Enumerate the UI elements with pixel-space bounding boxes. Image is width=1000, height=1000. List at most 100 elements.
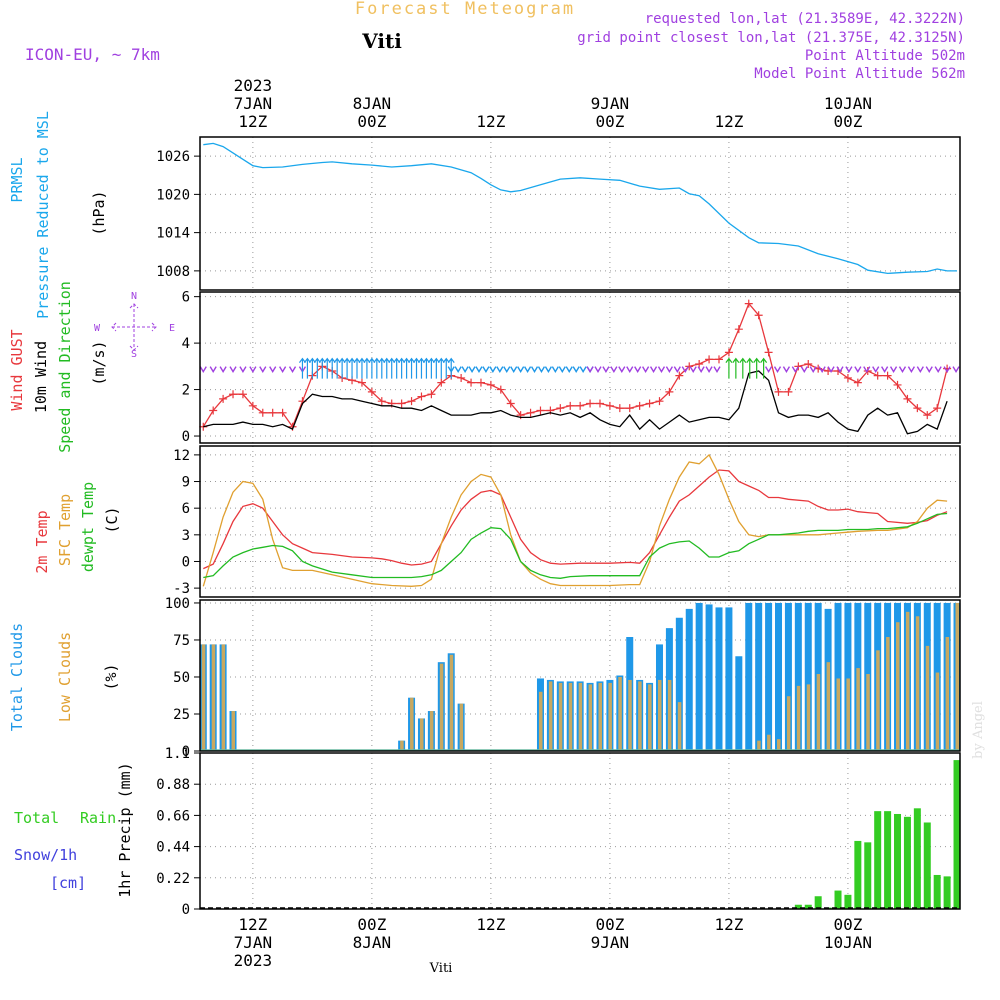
total-cloud-bar: [735, 656, 743, 751]
dewpt-label: dewpt Temp: [79, 482, 97, 572]
wind-direction-arrow: [753, 357, 761, 379]
top-time-label: 7JAN: [234, 94, 273, 113]
series-10m-wind: [203, 370, 948, 435]
gust-point: [665, 387, 674, 396]
wind-direction-arrow: [551, 366, 559, 374]
wind-direction-arrow: [760, 357, 768, 379]
wind-direction-arrow: [383, 357, 391, 379]
wind-direction-arrow: [422, 357, 430, 379]
wind-direction-arrow: [773, 366, 782, 374]
wind-direction-arrow: [791, 366, 799, 374]
gust-point: [903, 394, 912, 403]
gust-point: [229, 390, 238, 399]
gust-point: [536, 406, 545, 415]
rain-bar: [794, 904, 802, 909]
low-cloud-bar: [826, 662, 831, 751]
rain-bar: [894, 813, 902, 909]
wind-direction-arrow: [586, 366, 594, 374]
gust-point: [278, 408, 287, 417]
rain-bar: [953, 760, 961, 909]
gust-point: [586, 399, 595, 408]
wind-direction-arrow: [809, 366, 817, 374]
series-prmsl: [203, 142, 957, 275]
wind-direction-arrow: [836, 366, 844, 374]
rain-label: Rain: [80, 809, 116, 827]
snow-unit-label: [cm]: [50, 874, 86, 892]
wind-direction-arrow: [530, 366, 539, 374]
wind-direction-arrow: [544, 366, 553, 374]
gust-point: [645, 399, 654, 408]
gust-point: [506, 399, 515, 408]
wind-direction-arrow: [269, 366, 277, 374]
total-cloud-bar: [755, 602, 763, 751]
low-cloud-bar: [459, 703, 464, 751]
low-cloud-bar: [211, 644, 216, 751]
wind-direction-arrow: [259, 366, 267, 374]
wind-direction-arrow: [665, 366, 674, 374]
gust-point: [893, 380, 902, 389]
gust-point: [923, 411, 932, 420]
wind-direction-arrow: [510, 366, 518, 374]
point-altitude: Point Altitude 502m: [805, 48, 965, 64]
wind-direction-arrow: [219, 366, 227, 374]
low-cloud-bar: [598, 682, 602, 751]
bottom-time-label: 2023: [234, 951, 273, 970]
gust-point: [714, 355, 723, 364]
compass-w: W: [94, 323, 101, 334]
low-cloud-bar: [915, 616, 920, 751]
bottom-time-label: 9JAN: [591, 933, 630, 952]
wind-direction-arrow: [468, 366, 476, 374]
wind-direction-arrow: [705, 366, 713, 374]
precip-label: 1hr Precip (mm): [116, 762, 134, 897]
bottom-time-label: 00Z: [833, 915, 862, 934]
rain-bar: [923, 822, 931, 909]
ytick-label: 1008: [156, 264, 190, 280]
wind-direction-arrow: [713, 366, 721, 374]
total-cloud-bar: [794, 602, 802, 751]
low-cloud-bar: [419, 718, 424, 751]
low-cloud-bar: [568, 682, 573, 751]
top-time-label: 00Z: [833, 112, 862, 131]
wind-direction-arrow: [565, 366, 573, 374]
ytick-label: 2: [182, 383, 190, 399]
wind-direction-arrow: [782, 366, 791, 374]
low-cloud-bar: [648, 684, 652, 751]
low-cloud-bar: [816, 674, 821, 751]
temp-unit: (C): [103, 506, 121, 533]
wind-direction-arrow: [943, 366, 951, 374]
wind-direction-arrow: [649, 366, 658, 374]
gust-point: [238, 390, 247, 399]
panel-frame: [199, 599, 961, 752]
low-cloud-bar: [886, 637, 890, 751]
wind-direction-arrow: [343, 357, 351, 379]
low-cloud-bar: [548, 681, 553, 751]
low-cloud-bar: [578, 682, 583, 751]
bottom-time-label: 12Z: [238, 915, 267, 934]
rain-bar: [854, 840, 862, 909]
panel-precip: 0 0.22 0.44 0.66 0.88 1.1: [156, 746, 961, 918]
low-cloud-bar: [400, 740, 404, 751]
wind-label: 10m Wind: [32, 341, 50, 413]
top-time-label: 12Z: [476, 112, 505, 131]
wind-direction-arrow: [378, 357, 386, 379]
gust-point: [397, 399, 406, 408]
ytick-label: 0: [182, 429, 190, 445]
gust-point: [476, 378, 485, 387]
wind-direction-arrow: [558, 366, 566, 374]
series-dewpt-temp: [203, 512, 948, 579]
wind-direction-arrow: [934, 366, 942, 374]
wind-direction-arrow: [503, 366, 511, 374]
panel-frame: [199, 752, 961, 910]
wind-direction-arrow: [827, 366, 835, 374]
total-cloud-bar: [745, 602, 753, 751]
wind-direction-arrow: [863, 366, 871, 374]
low-cloud-bar: [667, 679, 672, 751]
wind-direction-arrow: [353, 357, 361, 379]
ytick-label: 0.22: [156, 871, 190, 887]
wind-direction-arrow: [318, 357, 326, 379]
gust-point: [526, 408, 535, 417]
wind-direction-arrow: [475, 366, 483, 374]
rain-bar: [804, 904, 812, 909]
total-cloud-bar: [834, 602, 842, 751]
wind-direction-arrow: [454, 366, 462, 374]
